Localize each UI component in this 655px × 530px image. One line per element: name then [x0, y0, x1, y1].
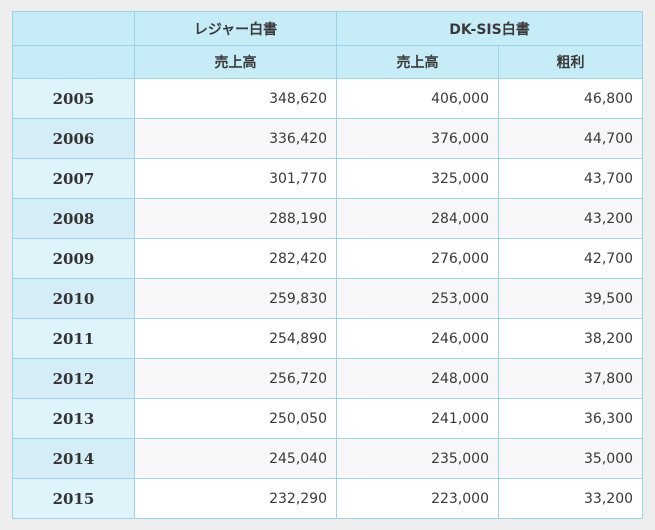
dksis-profit-cell: 39,500 — [497, 278, 644, 319]
dksis-sales-cell: 241,000 — [336, 398, 499, 439]
table-row: 2009 282,420 276,000 42,700 — [12, 238, 644, 279]
year-cell: 2013 — [12, 398, 135, 439]
table-row: 2015 232,290 223,000 33,200 — [12, 478, 644, 519]
dksis-profit-cell: 37,800 — [497, 358, 644, 399]
dksis-profit-cell: 43,200 — [497, 198, 644, 239]
year-cell: 2009 — [12, 238, 135, 279]
table-header: レジャー白書 DK-SIS白書 売上高 売上高 粗利 — [12, 11, 644, 79]
dksis-sales-cell: 284,000 — [336, 198, 499, 239]
group-header-leisure: レジャー白書 — [134, 11, 337, 46]
table-row: 2010 259,830 253,000 39,500 — [12, 278, 644, 319]
year-cell: 2012 — [12, 358, 135, 399]
dksis-sales-cell: 248,000 — [336, 358, 499, 399]
table-row: 2012 256,720 248,000 37,800 — [12, 358, 644, 399]
leisure-sales-cell: 259,830 — [134, 278, 337, 319]
sub-header-dksis-profit: 粗利 — [497, 45, 644, 79]
dksis-sales-cell: 325,000 — [336, 158, 499, 199]
dksis-sales-cell: 376,000 — [336, 118, 499, 159]
corner-header-cell — [12, 11, 135, 46]
leisure-sales-cell: 348,620 — [134, 78, 337, 119]
dksis-profit-cell: 35,000 — [497, 438, 644, 479]
dksis-sales-cell: 406,000 — [336, 78, 499, 119]
sales-data-table: レジャー白書 DK-SIS白書 売上高 売上高 粗利 2005 348,620 40… — [12, 11, 644, 519]
dksis-profit-cell: 38,200 — [497, 318, 644, 359]
leisure-sales-cell: 288,190 — [134, 198, 337, 239]
dksis-sales-cell: 253,000 — [336, 278, 499, 319]
group-header-row: レジャー白書 DK-SIS白書 — [12, 11, 644, 46]
year-cell: 2014 — [12, 438, 135, 479]
table-row: 2008 288,190 284,000 43,200 — [12, 198, 644, 239]
table-row: 2006 336,420 376,000 44,700 — [12, 118, 644, 159]
sub-header-leisure-sales: 売上高 — [134, 45, 337, 79]
table-row: 2005 348,620 406,000 46,800 — [12, 78, 644, 119]
dksis-profit-cell: 42,700 — [497, 238, 644, 279]
group-header-dksis: DK-SIS白書 — [335, 11, 644, 46]
dksis-profit-cell: 36,300 — [497, 398, 644, 439]
leisure-sales-cell: 256,720 — [134, 358, 337, 399]
leisure-sales-cell: 250,050 — [134, 398, 337, 439]
leisure-sales-cell: 245,040 — [134, 438, 337, 479]
dksis-sales-cell: 276,000 — [336, 238, 499, 279]
table-body: 2005 348,620 406,000 46,800 2006 336,420 376,0… — [12, 78, 644, 519]
dksis-sales-cell: 246,000 — [336, 318, 499, 359]
table-row: 2011 254,890 246,000 38,200 — [12, 318, 644, 359]
leisure-sales-cell: 254,890 — [134, 318, 337, 359]
leisure-sales-cell: 282,420 — [134, 238, 337, 279]
leisure-sales-cell: 301,770 — [134, 158, 337, 199]
dksis-profit-cell: 43,700 — [497, 158, 644, 199]
year-cell: 2011 — [12, 318, 135, 359]
sub-header-row: 売上高 売上高 粗利 — [12, 45, 644, 79]
dksis-profit-cell: 46,800 — [497, 78, 644, 119]
table-row: 2007 301,770 325,000 43,700 — [12, 158, 644, 199]
corner-header-cell-lower — [12, 45, 135, 79]
dksis-sales-cell: 223,000 — [336, 478, 499, 519]
leisure-sales-cell: 232,290 — [134, 478, 337, 519]
dksis-sales-cell: 235,000 — [336, 438, 499, 479]
table-row: 2014 245,040 235,000 35,000 — [12, 438, 644, 479]
dksis-profit-cell: 44,700 — [497, 118, 644, 159]
year-cell: 2015 — [12, 478, 135, 519]
leisure-sales-cell: 336,420 — [134, 118, 337, 159]
year-cell: 2008 — [12, 198, 135, 239]
sub-header-dksis-sales: 売上高 — [336, 45, 499, 79]
year-cell: 2006 — [12, 118, 135, 159]
data-table-container: レジャー白書 DK-SIS白書 売上高 売上高 粗利 2005 348,620 40… — [12, 11, 644, 519]
dksis-profit-cell: 33,200 — [497, 478, 644, 519]
table-row: 2013 250,050 241,000 36,300 — [12, 398, 644, 439]
year-cell: 2010 — [12, 278, 135, 319]
year-cell: 2007 — [12, 158, 135, 199]
year-cell: 2005 — [12, 78, 135, 119]
